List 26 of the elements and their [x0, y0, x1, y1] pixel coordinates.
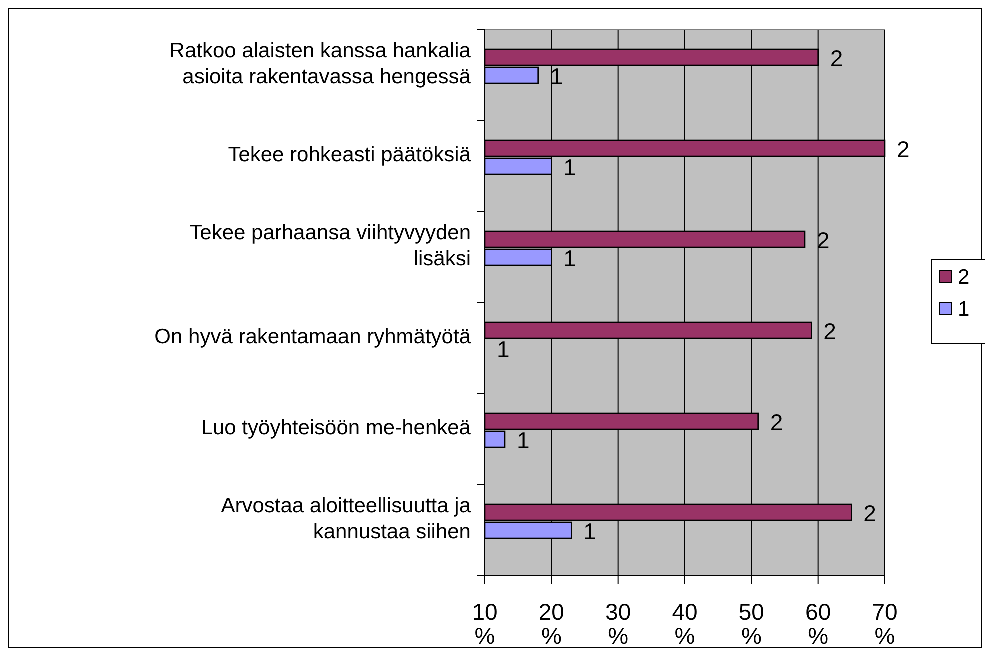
y-tick-label: On hyvä rakentamaan ryhmätyötä: [154, 326, 472, 348]
text: 2: [864, 500, 876, 526]
text: 2: [770, 410, 784, 436]
legend-label: 1: [958, 298, 970, 321]
y-tick-label: Luo työyhteisöön me-henkeä: [201, 416, 472, 440]
x-tick-label: 30 %: [606, 599, 632, 649]
text: 2: [824, 318, 836, 344]
x-tick-label: 50 %: [738, 599, 764, 649]
legend-label: 2: [958, 266, 970, 289]
text: 1: [517, 428, 530, 454]
x-tick-label: 20 %: [538, 599, 564, 649]
x-tick-label: 60 %: [806, 599, 832, 649]
text: 1: [584, 518, 596, 544]
text: 1: [564, 154, 576, 180]
x-tick-label: 70 %: [872, 599, 898, 649]
y-tick-label: Tekee rohkeasti päätöksiä: [228, 144, 472, 166]
y-tick-label: Ratkoo alaisten kanssa hankalia asioita rakentavassa hengessä: [170, 40, 472, 88]
x-tick-label: 10 %: [472, 599, 498, 649]
text: 1: [550, 64, 564, 90]
text: 2: [830, 46, 844, 72]
y-tick-label: Tekee parhaansa viihtyvyyden lisäksi: [190, 222, 471, 270]
x-tick-label: 40 %: [672, 599, 698, 649]
text: 1: [497, 336, 510, 362]
y-tick-label: Arvostaa aloitteellisuutta ja kannustaa siihen: [221, 494, 472, 544]
text: 1: [564, 246, 576, 272]
text: 2: [897, 136, 910, 162]
